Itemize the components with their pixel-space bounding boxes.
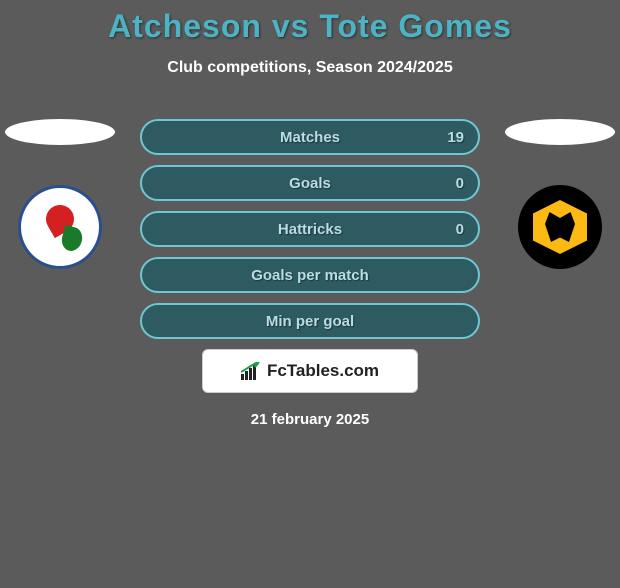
brand-logo: FcTables.com — [241, 361, 379, 381]
brand-text: FcTables.com — [267, 361, 379, 381]
wolf-head-icon — [545, 212, 575, 242]
wolves-hexagon-icon — [533, 200, 587, 254]
stat-value-right: 19 — [447, 129, 464, 146]
comparison-date: 21 february 2025 — [0, 411, 620, 428]
stat-value-right: 0 — [456, 221, 464, 238]
blackburn-crest — [30, 197, 90, 257]
player-right-area — [500, 119, 620, 269]
comparison-title: Atcheson vs Tote Gomes — [0, 8, 620, 45]
stats-container: Matches 19 Goals 0 Hattricks 0 Goals per… — [140, 119, 480, 339]
club-badge-right — [518, 185, 602, 269]
brand-card[interactable]: FcTables.com — [202, 349, 418, 393]
bar-chart-icon — [241, 362, 263, 380]
player-avatar-right — [505, 119, 615, 145]
stat-row-goals-per-match: Goals per match — [140, 257, 480, 293]
leaf-icon — [59, 225, 85, 253]
comparison-subtitle: Club competitions, Season 2024/2025 — [0, 59, 620, 77]
wolves-crest — [533, 200, 587, 254]
stat-row-min-per-goal: Min per goal — [140, 303, 480, 339]
club-badge-left — [18, 185, 102, 269]
stat-label: Goals — [289, 175, 331, 192]
stat-label: Min per goal — [266, 313, 354, 330]
stat-label: Hattricks — [278, 221, 342, 238]
stat-label: Matches — [280, 129, 340, 146]
stat-row-hattricks: Hattricks 0 — [140, 211, 480, 247]
player-left-area — [0, 119, 120, 269]
stat-value-right: 0 — [456, 175, 464, 192]
stat-row-matches: Matches 19 — [140, 119, 480, 155]
stat-label: Goals per match — [251, 267, 369, 284]
comparison-content: Matches 19 Goals 0 Hattricks 0 Goals per… — [0, 119, 620, 428]
stat-row-goals: Goals 0 — [140, 165, 480, 201]
player-avatar-left — [5, 119, 115, 145]
